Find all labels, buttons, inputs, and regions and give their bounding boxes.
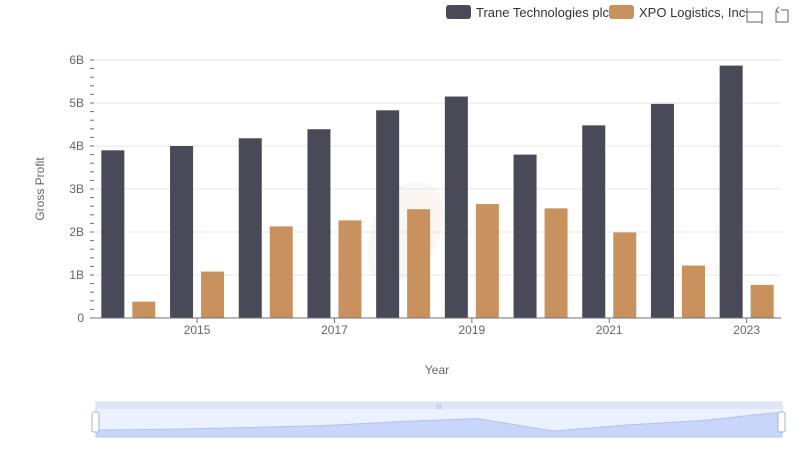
bar-trane-2023[interactable] bbox=[719, 65, 743, 318]
bar-xpo-2016[interactable] bbox=[269, 226, 293, 318]
y-tick-labels: 0 1B 2B 3B 4B 5B 6B bbox=[69, 53, 84, 325]
bar-xpo-2017[interactable] bbox=[338, 220, 362, 318]
legend-swatch-trane bbox=[446, 5, 471, 19]
bar-xpo-2015[interactable] bbox=[201, 271, 225, 318]
bar-trane-2017[interactable] bbox=[307, 129, 331, 318]
bar-trane-2020[interactable] bbox=[513, 154, 537, 318]
y-minor-ticks bbox=[90, 59, 94, 319]
zoom-selection[interactable] bbox=[96, 409, 782, 437]
y-tick-label: 6B bbox=[69, 53, 84, 67]
zoom-grip[interactable]: ||| bbox=[437, 404, 442, 410]
y-axis-label: Gross Profit bbox=[33, 157, 47, 221]
bar-trane-2021[interactable] bbox=[582, 125, 606, 318]
legend-item-trane[interactable]: Trane Technologies plc bbox=[446, 5, 609, 20]
bar-trane-2015[interactable] bbox=[170, 146, 194, 318]
bar-xpo-2022[interactable] bbox=[681, 265, 705, 318]
bar-trane-2019[interactable] bbox=[444, 96, 468, 318]
legend-swatch-xpo bbox=[609, 5, 634, 19]
y-tick-label: 0 bbox=[77, 311, 84, 325]
legend-label-xpo: XPO Logistics, Inc. bbox=[639, 5, 749, 20]
bar-trane-2018[interactable] bbox=[376, 110, 400, 318]
grid-lines bbox=[94, 59, 781, 276]
legend-label-trane: Trane Technologies plc bbox=[476, 5, 609, 20]
x-tick-label: 2015 bbox=[184, 323, 211, 337]
x-tick-labels: 2015 2017 2019 2021 2023 bbox=[184, 318, 760, 337]
x-axis-label: Year bbox=[425, 363, 449, 377]
x-tick-label: 2019 bbox=[458, 323, 485, 337]
bar-xpo-2014[interactable] bbox=[132, 301, 156, 318]
legend-item-xpo[interactable]: XPO Logistics, Inc. bbox=[609, 5, 749, 20]
bar-trane-2022[interactable] bbox=[650, 103, 674, 318]
y-tick-label: 4B bbox=[69, 139, 84, 153]
bar-xpo-2021[interactable] bbox=[613, 232, 637, 318]
bar-xpo-2018[interactable] bbox=[407, 209, 431, 318]
bar-xpo-2020[interactable] bbox=[544, 208, 568, 318]
bar-trane-2014[interactable] bbox=[101, 150, 125, 318]
bar-xpo-2019[interactable] bbox=[475, 204, 499, 318]
legend[interactable]: Trane Technologies plc XPO Logistics, In… bbox=[446, 5, 749, 20]
x-tick-label: 2021 bbox=[596, 323, 623, 337]
bar-trane-2016[interactable] bbox=[238, 138, 262, 318]
crop-icon[interactable] bbox=[744, 8, 763, 24]
zoom-top-bar[interactable] bbox=[96, 402, 782, 409]
x-tick-label: 2017 bbox=[321, 323, 348, 337]
restore-icon[interactable] bbox=[775, 6, 789, 23]
zoom-handle-left[interactable] bbox=[91, 411, 100, 433]
x-tick-label: 2023 bbox=[733, 323, 760, 337]
y-tick-label: 1B bbox=[69, 268, 84, 282]
y-tick-label: 3B bbox=[69, 182, 84, 196]
y-tick-label: 5B bbox=[69, 96, 84, 110]
bars bbox=[101, 65, 774, 318]
data-zoom-slider[interactable]: ||| bbox=[91, 401, 786, 438]
zoom-handle-right[interactable] bbox=[777, 411, 786, 433]
y-tick-label: 2B bbox=[69, 225, 84, 239]
bar-xpo-2023[interactable] bbox=[750, 284, 774, 318]
